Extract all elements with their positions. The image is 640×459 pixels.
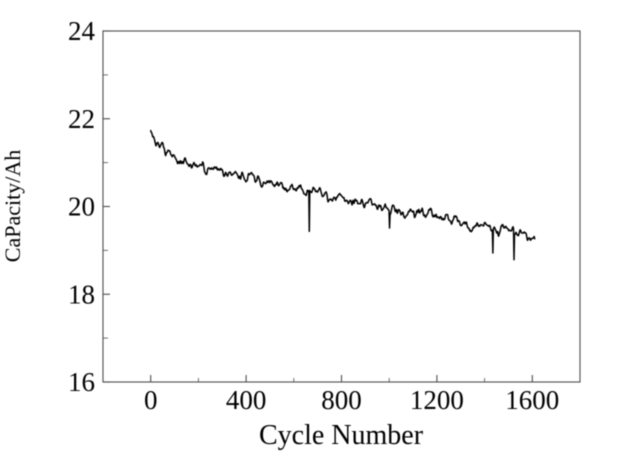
svg-text:18: 18 <box>68 279 95 309</box>
svg-text:CaPacity/Ah: CaPacity/Ah <box>0 150 25 262</box>
svg-text:800: 800 <box>321 385 362 415</box>
svg-text:0: 0 <box>144 385 158 415</box>
svg-text:Cycle Number: Cycle Number <box>259 420 424 451</box>
svg-text:24: 24 <box>68 16 96 46</box>
svg-text:400: 400 <box>226 385 267 415</box>
svg-text:1200: 1200 <box>410 385 464 415</box>
svg-text:22: 22 <box>68 104 95 134</box>
svg-text:1600: 1600 <box>505 385 559 415</box>
svg-text:20: 20 <box>68 192 95 222</box>
svg-text:16: 16 <box>68 367 95 397</box>
